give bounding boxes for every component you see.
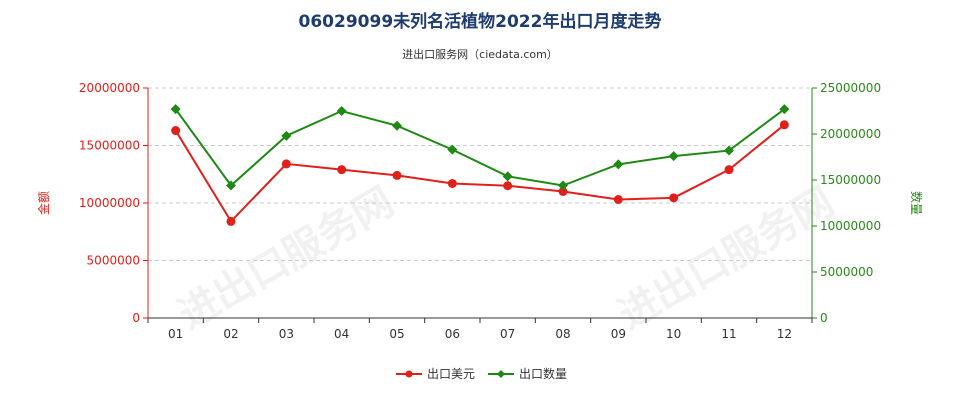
data-point-circle[interactable] <box>226 216 236 226</box>
x-tick-label: 03 <box>279 327 294 341</box>
data-point-diamond[interactable] <box>502 171 513 182</box>
x-tick-label: 08 <box>555 327 570 341</box>
y-left-tick-label: 10000000 <box>79 196 140 210</box>
legend-swatch-marker <box>405 370 413 378</box>
y-left-tick-label: 0 <box>132 311 140 325</box>
y-right-tick-label: 15000000 <box>820 173 881 187</box>
y-left-tick-label: 20000000 <box>79 81 140 95</box>
data-point-diamond[interactable] <box>668 151 679 162</box>
data-point-circle[interactable] <box>669 193 679 203</box>
y-right-tick-label: 5000000 <box>820 265 873 279</box>
data-point-diamond[interactable] <box>170 104 181 115</box>
axes: 0 5000000 10000000 15000000 20000000 0 5000000… <box>79 81 881 341</box>
data-point-circle[interactable] <box>447 178 457 188</box>
series-layer <box>170 104 790 226</box>
legend-label: 出口数量 <box>519 366 567 381</box>
legend-label: 出口美元 <box>427 367 475 381</box>
x-tick-label: 05 <box>389 327 404 341</box>
chart-title: 06029099未列名活植物2022年出口月度走势 <box>299 11 662 32</box>
x-tick-label: 12 <box>777 327 792 341</box>
data-point-diamond[interactable] <box>281 130 292 141</box>
chart-subtitle: 进出口服务网（ciedata.com） <box>402 47 558 61</box>
data-point-circle[interactable] <box>503 181 513 191</box>
x-tick-label: 06 <box>445 327 460 341</box>
legend[interactable]: 出口美元 出口数量 <box>396 366 567 381</box>
x-tick-label: 04 <box>334 327 349 341</box>
data-point-diamond[interactable] <box>779 104 790 115</box>
grid-lines <box>148 87 812 261</box>
data-point-circle[interactable] <box>171 126 181 136</box>
x-tick-label: 01 <box>168 327 183 341</box>
data-point-circle[interactable] <box>724 165 734 175</box>
data-point-diamond[interactable] <box>447 144 458 155</box>
y-left-tick-label: 5000000 <box>87 254 140 268</box>
x-tick-label: 02 <box>223 327 238 341</box>
legend-item-1[interactable]: 出口美元 <box>396 367 475 381</box>
data-point-circle[interactable] <box>337 165 347 175</box>
data-point-circle[interactable] <box>281 159 291 169</box>
data-point-diamond[interactable] <box>558 180 568 191</box>
y-right-tick-label: 25000000 <box>820 81 881 95</box>
data-point-diamond[interactable] <box>336 106 347 116</box>
x-tick-label: 11 <box>721 327 736 341</box>
x-tick-label: 09 <box>611 327 626 341</box>
y-axis-right-title: 数量 <box>909 191 924 215</box>
x-tick-label: 10 <box>666 327 681 341</box>
x-tick-label: 07 <box>500 327 515 341</box>
data-point-diamond[interactable] <box>724 145 734 156</box>
y-right-tick-label: 10000000 <box>820 219 881 233</box>
y-right-tick-label: 20000000 <box>820 127 881 141</box>
data-point-diamond[interactable] <box>226 180 236 191</box>
data-point-circle[interactable] <box>779 120 789 130</box>
legend-swatch-marker <box>497 370 505 378</box>
series-line-1 <box>174 124 785 224</box>
data-point-diamond[interactable] <box>613 159 624 170</box>
data-point-circle[interactable] <box>613 195 623 205</box>
y-axis-left-title: 金额 <box>36 191 51 215</box>
legend-item-2[interactable]: 出口数量 <box>488 366 567 381</box>
y-right-tick-label: 0 <box>820 311 828 325</box>
y-left-tick-label: 15000000 <box>79 139 140 153</box>
data-point-diamond[interactable] <box>392 120 402 131</box>
data-point-circle[interactable] <box>392 170 402 180</box>
data-point-circle[interactable] <box>558 187 568 196</box>
series-line-2 <box>174 108 785 188</box>
